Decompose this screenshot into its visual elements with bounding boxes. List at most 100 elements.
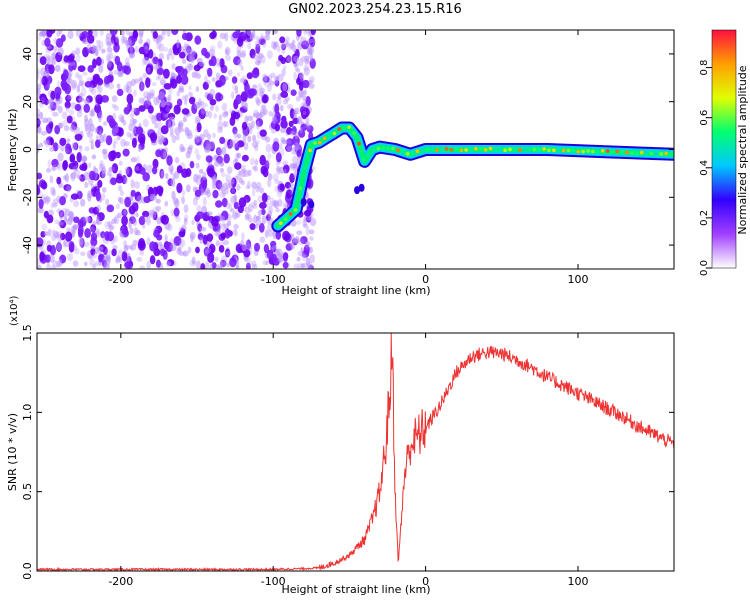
noise-speckle — [108, 166, 115, 172]
noise-speckle — [309, 254, 316, 264]
noise-speckle — [82, 71, 88, 76]
noise-speckle — [291, 163, 297, 169]
y-tick-label: 0.5 — [21, 483, 34, 501]
noise-speckle — [54, 219, 60, 225]
noise-speckle — [254, 144, 259, 152]
noise-speckle — [220, 167, 224, 173]
noise-speckle — [264, 136, 271, 143]
x-tick-label: 0 — [422, 273, 429, 286]
noise-speckle — [211, 262, 217, 269]
noise-speckle — [138, 38, 143, 45]
noise-speckle — [191, 256, 196, 265]
noise-speckle — [73, 169, 81, 176]
noise-speckle — [145, 64, 153, 75]
noise-speckle — [57, 122, 64, 129]
noise-speckle — [305, 227, 310, 236]
noise-speckle — [94, 261, 100, 267]
noise-speckle — [222, 120, 227, 128]
noise-speckle — [301, 55, 306, 63]
noise-speckle — [110, 150, 117, 160]
noise-speckle — [309, 246, 313, 254]
noise-speckle — [253, 165, 259, 172]
noise-speckle — [184, 217, 188, 223]
noise-speckle — [82, 38, 89, 45]
noise-speckle — [194, 136, 202, 146]
noise-speckle — [275, 230, 282, 240]
noise-speckle — [297, 116, 302, 125]
noise-speckle — [181, 189, 186, 196]
trace-peak — [449, 148, 454, 152]
noise-speckle — [217, 120, 224, 130]
noise-speckle — [52, 259, 58, 269]
noise-speckle — [90, 226, 95, 234]
noise-speckle — [64, 173, 70, 183]
noise-speckle — [279, 183, 285, 191]
noise-speckle — [102, 187, 107, 193]
noise-speckle — [175, 215, 181, 222]
noise-speckle — [129, 52, 135, 59]
noise-speckle — [46, 262, 51, 269]
x-tick-label: 0 — [422, 575, 429, 588]
noise-speckle — [124, 65, 131, 75]
noise-speckle — [97, 246, 104, 251]
noise-speckle — [86, 42, 92, 52]
trace-peak — [337, 127, 342, 131]
noise-speckle — [48, 209, 54, 216]
trace-peak — [352, 131, 356, 135]
noise-speckle — [56, 144, 61, 149]
noise-speckle — [152, 158, 159, 169]
trace-peak — [488, 146, 493, 151]
noise-speckle — [233, 38, 238, 45]
noise-speckle — [216, 265, 221, 269]
noise-speckle — [267, 210, 272, 218]
noise-speckle — [259, 154, 267, 166]
noise-speckle — [69, 154, 76, 163]
noise-speckle — [234, 158, 238, 163]
trace-peak — [400, 151, 405, 155]
noise-speckle — [182, 58, 187, 64]
noise-speckle — [207, 167, 215, 178]
noise-speckle — [76, 152, 82, 163]
noise-speckle — [88, 162, 92, 169]
noise-speckle — [166, 261, 171, 267]
noise-speckle — [59, 211, 63, 221]
noise-speckle — [275, 207, 280, 213]
noise-speckle — [267, 173, 273, 181]
noise-speckle — [149, 193, 155, 201]
noise-speckle — [234, 85, 239, 95]
noise-speckle — [230, 208, 235, 213]
noise-speckle — [73, 126, 81, 135]
noise-speckle — [71, 50, 77, 56]
noise-speckle — [181, 196, 185, 205]
noise-speckle — [51, 229, 55, 236]
noise-speckle — [282, 261, 289, 269]
noise-speckle — [92, 220, 97, 226]
noise-speckle — [129, 133, 134, 140]
trace-peak — [415, 149, 420, 153]
noise-speckle — [103, 75, 111, 85]
trace-side-blob — [354, 186, 361, 195]
noise-speckle — [203, 102, 208, 108]
noise-speckle — [75, 54, 81, 63]
noise-speckle — [165, 106, 171, 112]
noise-speckle — [290, 130, 295, 136]
noise-speckle — [108, 82, 115, 90]
noise-speckle — [108, 39, 115, 46]
noise-speckle — [197, 61, 204, 69]
noise-speckle — [99, 160, 104, 167]
noise-speckle — [268, 111, 273, 117]
noise-speckle — [282, 65, 287, 71]
noise-speckle — [254, 40, 262, 48]
noise-speckle — [271, 245, 278, 250]
noise-speckle — [101, 48, 106, 54]
noise-speckle — [255, 96, 260, 104]
noise-speckle — [262, 108, 268, 116]
noise-speckle — [37, 125, 42, 134]
noise-speckle — [89, 137, 94, 144]
noise-speckle — [85, 126, 91, 135]
noise-speckle — [296, 67, 301, 73]
noise-speckle — [296, 230, 303, 235]
noise-speckle — [50, 166, 56, 172]
noise-speckle — [148, 93, 155, 99]
noise-speckle — [281, 118, 287, 128]
